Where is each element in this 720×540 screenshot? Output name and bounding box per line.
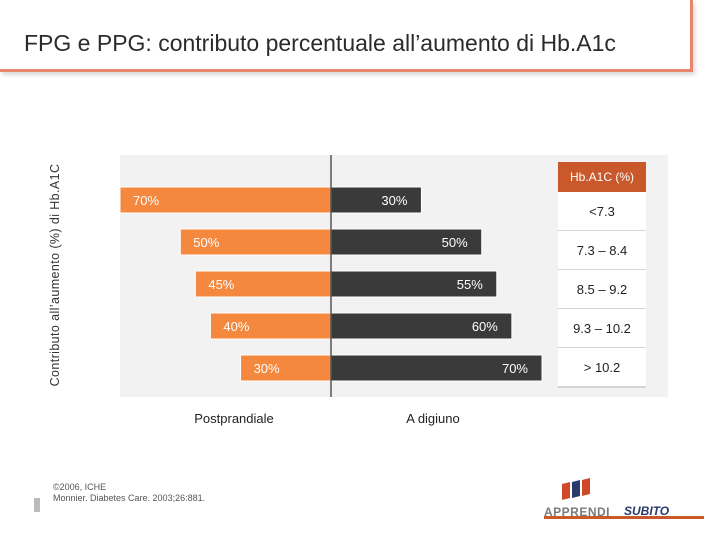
bar-postprandial-4 bbox=[240, 354, 332, 382]
data-label-fasting-3: 60% bbox=[472, 319, 498, 334]
logo-icon bbox=[544, 478, 704, 519]
table-header-cell bbox=[558, 162, 646, 192]
category-label-4: > 10.2 bbox=[584, 360, 621, 375]
data-label-fasting-4: 70% bbox=[502, 361, 528, 376]
data-label-postprandial-3: 40% bbox=[223, 319, 249, 334]
data-label-postprandial-0: 70% bbox=[133, 193, 159, 208]
bar-postprandial-2 bbox=[194, 270, 332, 298]
data-label-fasting-1: 50% bbox=[442, 235, 468, 250]
logo-text-apprendi: APPRENDI bbox=[544, 505, 611, 519]
page-title: FPG e PPG: contributo percentuale all’au… bbox=[24, 30, 616, 56]
series-label-fasting: A digiuno bbox=[406, 411, 460, 426]
table-cell-2 bbox=[558, 270, 646, 309]
table-cell-3 bbox=[558, 309, 646, 348]
data-label-postprandial-4: 30% bbox=[254, 361, 280, 376]
title-bar bbox=[0, 0, 693, 72]
category-label-3: 9.3 – 10.2 bbox=[573, 321, 631, 336]
series-label-postprandial: Postprandiale bbox=[194, 411, 274, 426]
table-cell-0 bbox=[558, 192, 646, 231]
data-label-postprandial-1: 50% bbox=[193, 235, 219, 250]
bar-fasting-4 bbox=[330, 354, 543, 382]
footnote: ©2006, ICHE Monnier. Diabetes Care. 2003… bbox=[53, 482, 205, 504]
category-label-2: 8.5 – 9.2 bbox=[577, 282, 628, 297]
bar-postprandial-0 bbox=[119, 186, 332, 214]
footnote-copyright: ©2006, ICHE bbox=[53, 482, 107, 492]
category-label-0: <7.3 bbox=[589, 204, 615, 219]
logo-text-subito: SUBITO bbox=[624, 504, 670, 518]
table-cell-4 bbox=[558, 348, 646, 387]
table-header-label: Hb.A1C (%) bbox=[570, 170, 634, 184]
data-label-fasting-2: 55% bbox=[457, 277, 483, 292]
category-label-1: 7.3 – 8.4 bbox=[577, 243, 628, 258]
footnote-citation: Monnier. Diabetes Care. 2003;26:881. bbox=[53, 493, 206, 503]
data-label-postprandial-2: 45% bbox=[208, 277, 234, 292]
bar-fasting-0 bbox=[330, 186, 422, 214]
data-label-fasting-0: 30% bbox=[381, 193, 407, 208]
table-cell-1 bbox=[558, 231, 646, 270]
corner-decoration bbox=[34, 498, 40, 512]
